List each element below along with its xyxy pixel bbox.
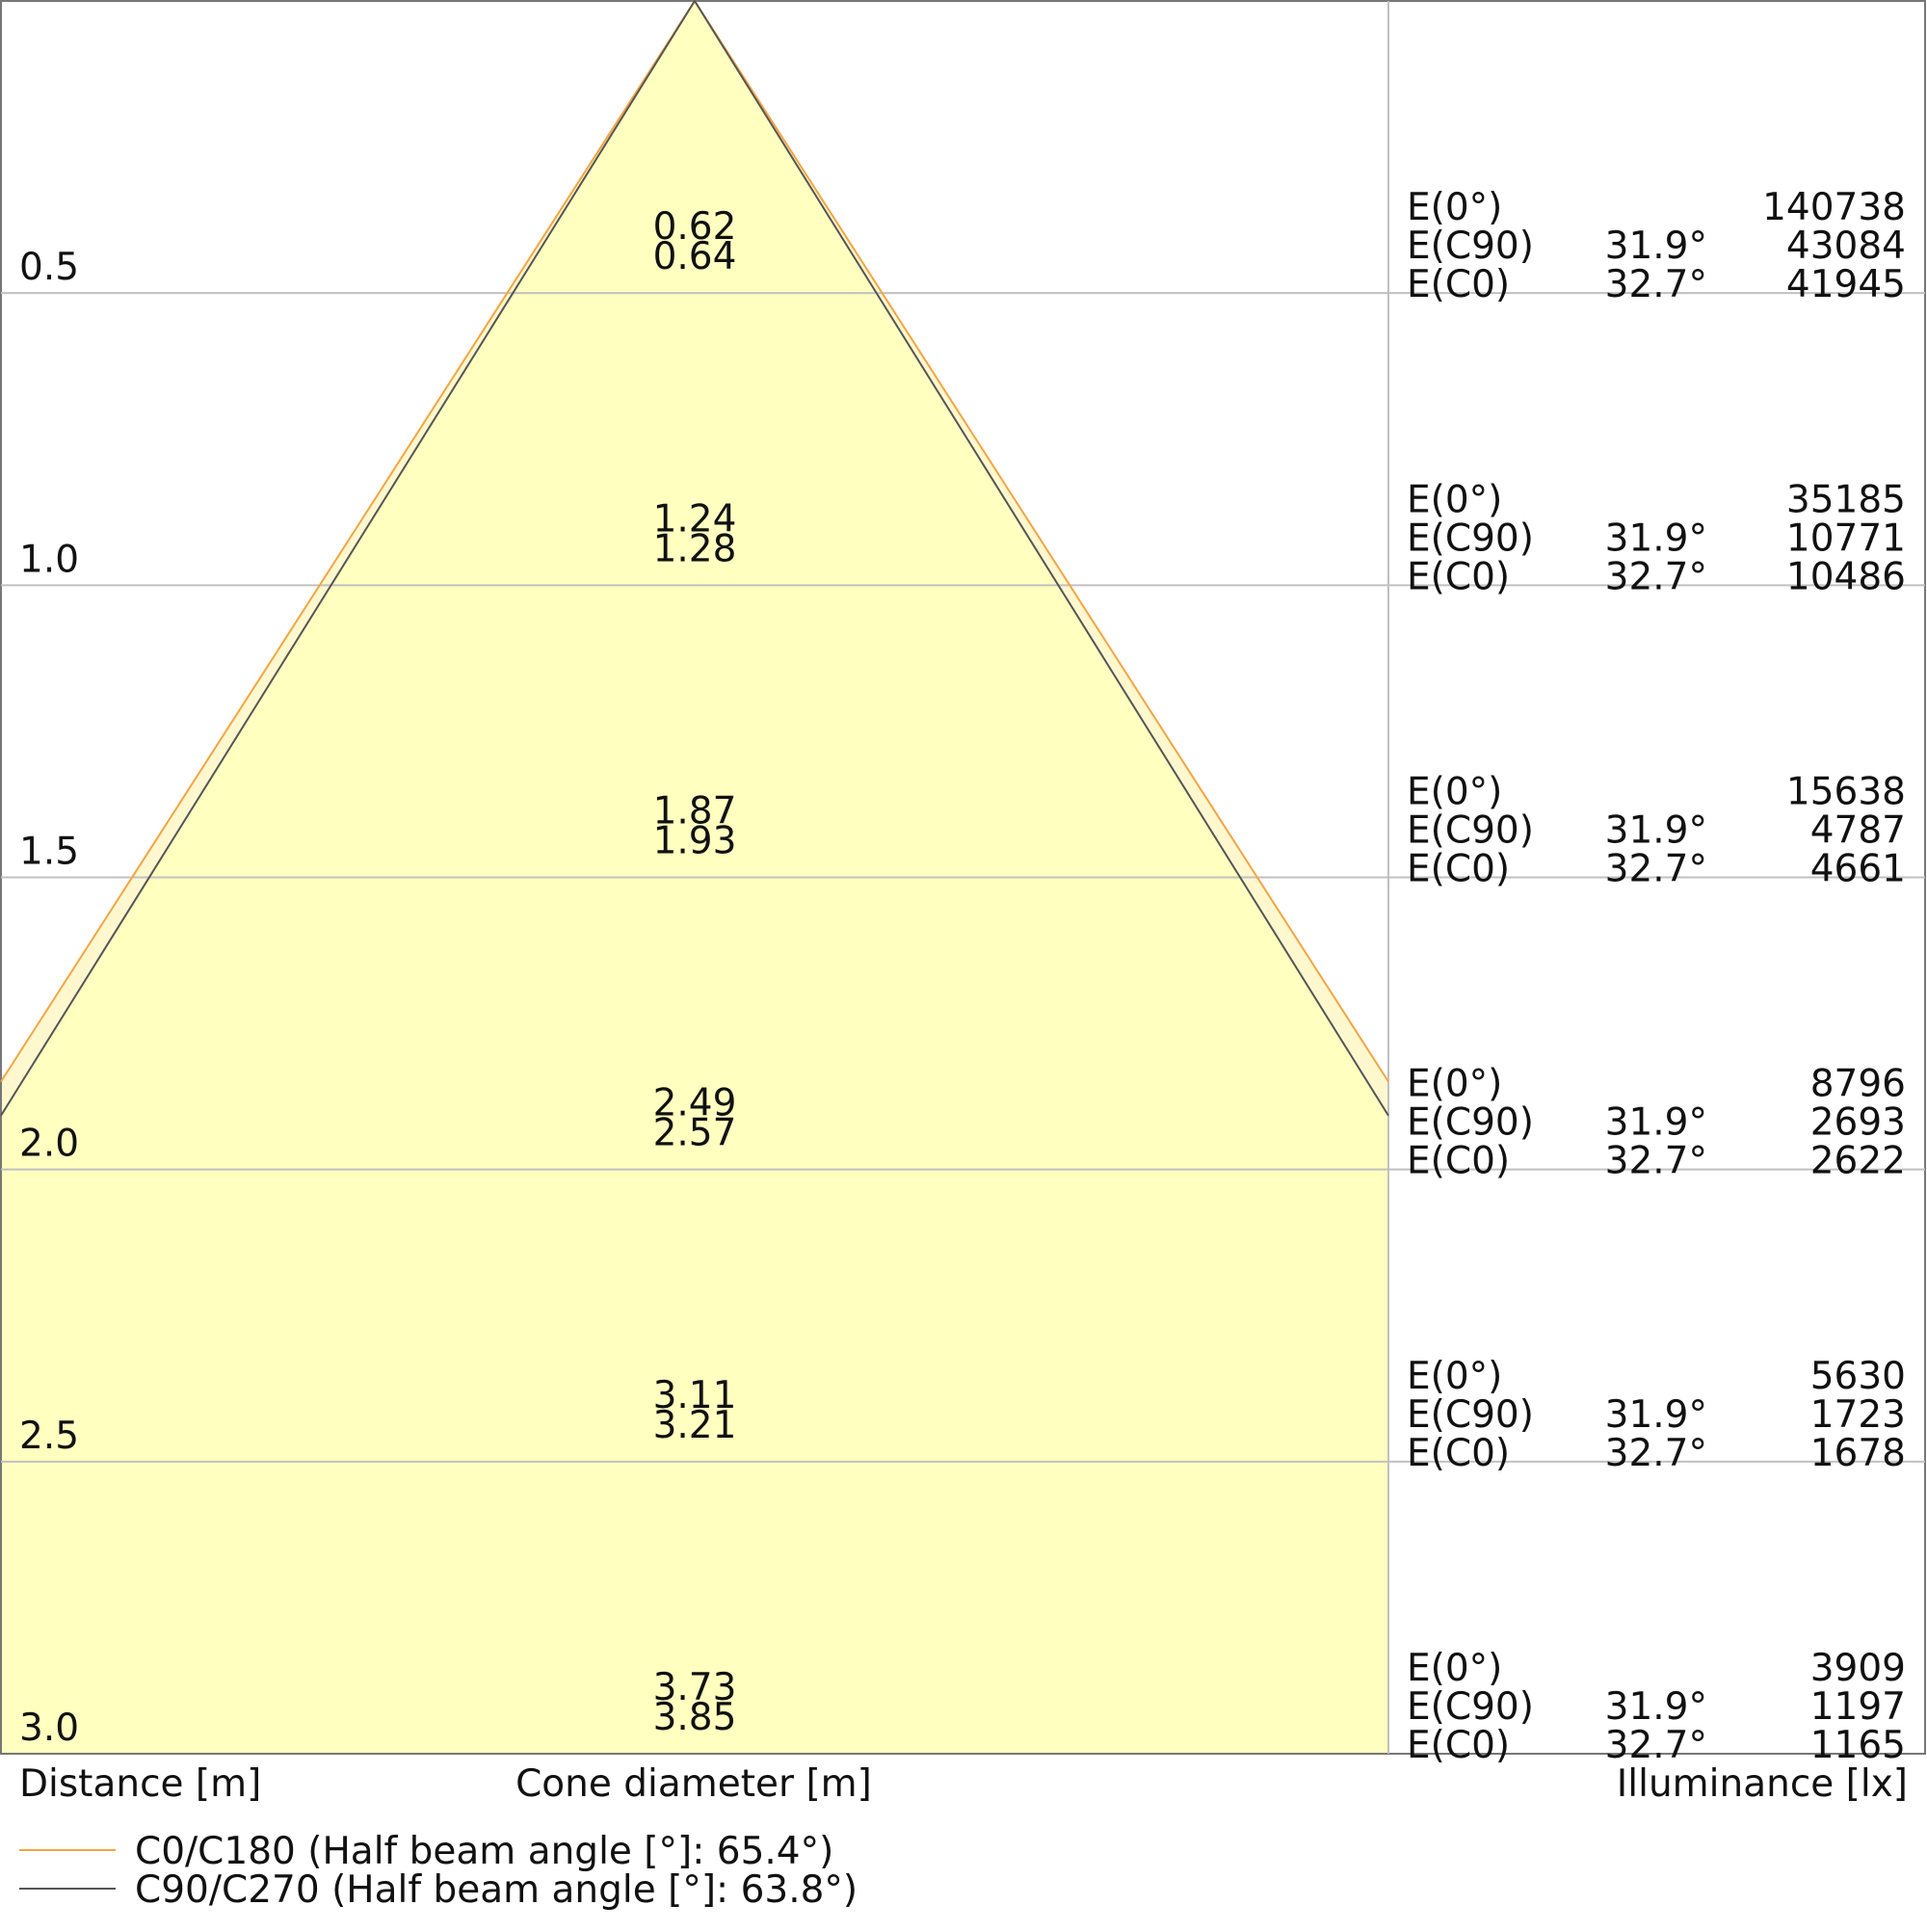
distance-label-5: 3.0 xyxy=(19,1707,79,1750)
cone-diameter-label-0-1: 0.64 xyxy=(653,235,737,278)
illuminance-angle-0-1: 31.9° xyxy=(1605,225,1707,268)
illuminance-label-1-2: E(C0) xyxy=(1407,555,1510,598)
illuminance-label-0-1: E(C90) xyxy=(1407,225,1534,268)
illuminance-angle-1-1: 31.9° xyxy=(1605,516,1707,560)
cone-diameter-label-2-0: 1.87 xyxy=(653,790,737,834)
y-axis-label: Distance [m] xyxy=(19,1762,261,1806)
illuminance-label-4-1: E(C90) xyxy=(1407,1393,1534,1437)
illuminance-angle-4-2: 32.7° xyxy=(1605,1432,1707,1475)
illuminance-angle-3-1: 31.9° xyxy=(1605,1101,1707,1145)
distance-label-0: 0.5 xyxy=(19,246,79,289)
illuminance-value-5-1: 1197 xyxy=(1810,1685,1906,1729)
illuminance-angle-5-2: 32.7° xyxy=(1605,1724,1707,1767)
grid-layer xyxy=(0,0,1926,1755)
illuminance-value-4-2: 1678 xyxy=(1810,1432,1906,1475)
illuminance-label-2-1: E(C90) xyxy=(1407,809,1534,853)
illuminance-value-2-2: 4661 xyxy=(1810,848,1906,891)
illuminance-angle-3-2: 32.7° xyxy=(1605,1140,1707,1183)
illuminance-label-1-0: E(0°) xyxy=(1407,478,1502,521)
illuminance-label-3-2: E(C0) xyxy=(1407,1140,1510,1183)
illuminance-value-0-1: 43084 xyxy=(1786,225,1906,268)
illuminance-value-3-2: 2622 xyxy=(1810,1140,1906,1183)
cone-diameter-label-5-0: 3.73 xyxy=(653,1666,737,1709)
illuminance-label-1-1: E(C90) xyxy=(1407,516,1534,560)
illuminance-angle-2-2: 32.7° xyxy=(1605,848,1707,891)
illuminance-label-2-0: E(0°) xyxy=(1407,771,1502,814)
illuminance-label-0-2: E(C0) xyxy=(1407,263,1510,306)
legend-label-c90: C90/C270 (Half beam angle [°]: 63.8°) xyxy=(135,1868,858,1912)
cone-diameter-label-2-1: 1.93 xyxy=(653,820,737,863)
illuminance-angle-1-2: 32.7° xyxy=(1605,555,1707,598)
distance-label-2: 1.5 xyxy=(19,831,79,874)
illuminance-value-1-1: 10771 xyxy=(1786,516,1906,560)
illuminance-value-1-2: 10486 xyxy=(1786,555,1906,598)
beam-edge-line-1 xyxy=(0,0,1389,1117)
illuminance-label-5-0: E(0°) xyxy=(1407,1647,1502,1690)
illuminance-angle-4-1: 31.9° xyxy=(1605,1393,1707,1437)
illuminance-label-2-2: E(C0) xyxy=(1407,848,1510,891)
cone-diameter-label-1-0: 1.24 xyxy=(653,497,737,541)
x-axis-label: Cone diameter [m] xyxy=(515,1762,872,1806)
illuminance-label-5-1: E(C90) xyxy=(1407,1685,1534,1729)
illuminance-label-5-2: E(C0) xyxy=(1407,1724,1510,1767)
illuminance-angle-2-1: 31.9° xyxy=(1605,809,1707,853)
illuminance-value-4-0: 5630 xyxy=(1810,1355,1906,1398)
distance-label-4: 2.5 xyxy=(19,1415,79,1458)
illuminance-value-2-0: 15638 xyxy=(1786,771,1906,814)
beam-lines-layer xyxy=(0,0,1389,1117)
illuminance-axis-label: Illuminance [lx] xyxy=(1617,1762,1908,1806)
illuminance-label-4-0: E(0°) xyxy=(1407,1355,1502,1398)
illuminance-label-4-2: E(C0) xyxy=(1407,1432,1510,1475)
illuminance-value-3-0: 8796 xyxy=(1810,1063,1906,1106)
illuminance-value-0-0: 140738 xyxy=(1762,186,1906,229)
illuminance-label-3-1: E(C90) xyxy=(1407,1101,1534,1145)
illuminance-value-1-0: 35185 xyxy=(1786,478,1906,521)
distance-label-1: 1.0 xyxy=(19,538,79,581)
cone-diameter-label-3-1: 2.57 xyxy=(653,1112,737,1155)
illuminance-angle-0-2: 32.7° xyxy=(1605,263,1707,306)
cone-diameter-label-4-1: 3.21 xyxy=(653,1404,737,1447)
illuminance-value-3-1: 2693 xyxy=(1810,1101,1906,1145)
distance-label-3: 2.0 xyxy=(19,1123,79,1166)
labels-layer: Cone diameter [m] Distance [m] Illuminan… xyxy=(19,186,1908,1912)
illuminance-value-4-1: 1723 xyxy=(1810,1393,1906,1437)
illuminance-label-0-0: E(0°) xyxy=(1407,186,1502,229)
illuminance-label-3-0: E(0°) xyxy=(1407,1063,1502,1106)
cone-diameter-label-0-0: 0.62 xyxy=(653,205,737,249)
illuminance-value-5-2: 1165 xyxy=(1810,1724,1906,1767)
illuminance-angle-5-1: 31.9° xyxy=(1605,1685,1707,1729)
illuminance-value-2-1: 4787 xyxy=(1810,809,1906,853)
illuminance-value-0-2: 41945 xyxy=(1786,263,1906,306)
illuminance-value-5-0: 3909 xyxy=(1810,1647,1906,1690)
cone-diameter-label-5-1: 3.85 xyxy=(653,1696,737,1739)
cone-diameter-label-4-0: 3.11 xyxy=(653,1374,737,1417)
legend-label-c0: C0/C180 (Half beam angle [°]: 65.4°) xyxy=(135,1830,833,1873)
cone-diameter-label-1-1: 1.28 xyxy=(653,527,737,570)
cone-diameter-label-3-0: 2.49 xyxy=(653,1082,737,1125)
